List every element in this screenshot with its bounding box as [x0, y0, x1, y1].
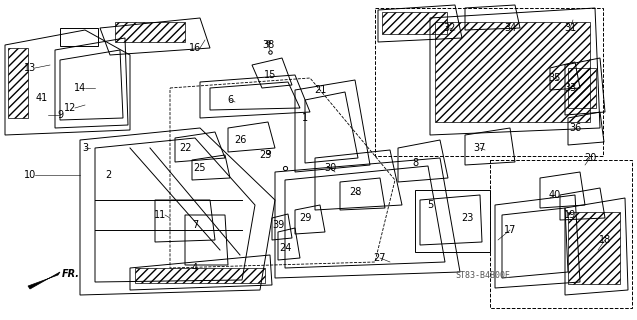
- Text: 2: 2: [105, 170, 111, 180]
- Bar: [568, 212, 620, 284]
- Text: 35: 35: [549, 73, 561, 83]
- Bar: [415, 190, 490, 252]
- Text: 17: 17: [504, 225, 516, 235]
- Text: FR.: FR.: [62, 269, 80, 279]
- Text: 7: 7: [192, 220, 198, 230]
- Bar: [8, 48, 28, 118]
- Text: 25: 25: [194, 163, 206, 173]
- Text: 41: 41: [36, 93, 48, 103]
- Bar: [115, 22, 185, 42]
- Bar: [490, 160, 632, 308]
- Text: 36: 36: [569, 123, 581, 133]
- Text: ST83-B4B00E: ST83-B4B00E: [455, 270, 510, 279]
- Text: 32: 32: [444, 23, 456, 33]
- Text: 24: 24: [279, 243, 291, 253]
- Text: 34: 34: [504, 23, 516, 33]
- Text: 23: 23: [461, 213, 473, 223]
- Text: 5: 5: [427, 200, 433, 210]
- Text: 11: 11: [154, 210, 166, 220]
- Text: 21: 21: [314, 85, 326, 95]
- Text: 15: 15: [264, 70, 276, 80]
- Text: 13: 13: [24, 63, 36, 73]
- Text: 8: 8: [412, 158, 418, 168]
- Text: 14: 14: [74, 83, 86, 93]
- Text: 29: 29: [299, 213, 311, 223]
- Text: 9: 9: [57, 110, 63, 120]
- Text: 38: 38: [262, 40, 274, 50]
- Text: 20: 20: [584, 153, 596, 163]
- Bar: [135, 268, 265, 283]
- Text: 27: 27: [374, 253, 386, 263]
- Bar: [435, 22, 590, 122]
- Text: 39: 39: [272, 220, 284, 230]
- Text: 12: 12: [64, 103, 76, 113]
- Text: 23: 23: [259, 150, 271, 160]
- Text: 33: 33: [564, 83, 576, 93]
- Text: 6: 6: [227, 95, 233, 105]
- Text: 26: 26: [234, 135, 246, 145]
- Text: 40: 40: [549, 190, 561, 200]
- Text: 22: 22: [179, 143, 191, 153]
- Bar: [375, 8, 603, 156]
- Text: 10: 10: [24, 170, 36, 180]
- Text: 37: 37: [474, 143, 486, 153]
- Text: 30: 30: [324, 163, 336, 173]
- Text: 31: 31: [564, 23, 576, 33]
- Text: 18: 18: [599, 235, 611, 245]
- Text: 3: 3: [82, 143, 88, 153]
- Text: 4: 4: [192, 263, 198, 273]
- Text: 16: 16: [189, 43, 201, 53]
- Text: 28: 28: [349, 187, 361, 197]
- Bar: [568, 68, 596, 108]
- Text: 1: 1: [302, 113, 308, 123]
- Bar: [60, 28, 98, 46]
- Text: 19: 19: [564, 210, 576, 220]
- Polygon shape: [28, 272, 60, 289]
- Bar: [382, 12, 447, 34]
